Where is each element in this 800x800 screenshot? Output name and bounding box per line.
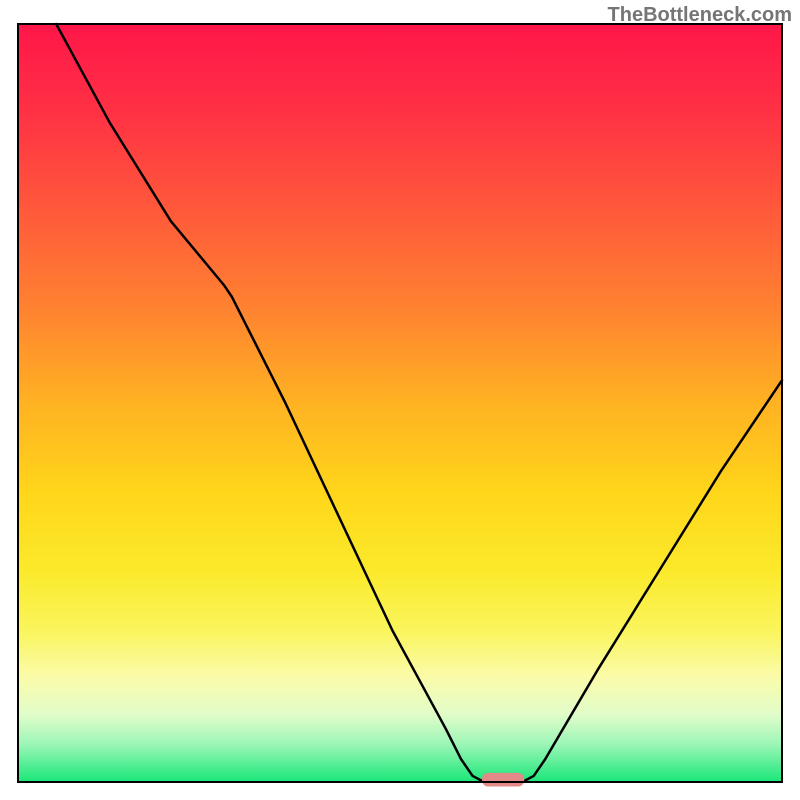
watermark-text: TheBottleneck.com xyxy=(608,4,792,27)
optimal-marker xyxy=(482,773,524,787)
chart-background xyxy=(18,24,782,782)
chart-container: TheBottleneck.com xyxy=(0,0,800,800)
bottleneck-chart xyxy=(0,0,800,800)
